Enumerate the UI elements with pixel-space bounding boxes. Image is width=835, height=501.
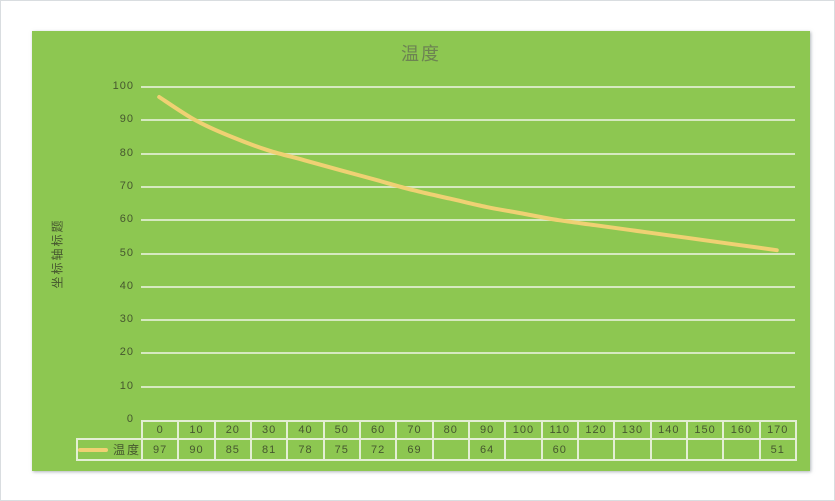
- table-value-cell-70: 69: [395, 438, 434, 461]
- table-header-cell-80: 80: [431, 420, 470, 440]
- y-axis-title-text: 坐标轴标题: [50, 218, 65, 289]
- table-header-cell-60: 60: [358, 420, 398, 440]
- gridline-20: [141, 352, 795, 355]
- table-corner-cell: [77, 421, 142, 439]
- table-header-cell-10: 10: [177, 420, 216, 440]
- table-header-cell-100: 100: [504, 420, 543, 440]
- table-header-cell-160: 160: [722, 420, 761, 440]
- gridline-40: [141, 285, 795, 288]
- gridline-60: [141, 219, 795, 222]
- y-tick-label-20: 20: [119, 346, 134, 359]
- legend-line-swatch-icon: [79, 447, 108, 452]
- y-tick-label-40: 40: [119, 279, 134, 292]
- table-header-cell-50: 50: [322, 420, 361, 440]
- table-value-cell-100: [504, 438, 543, 461]
- gridline-50: [141, 252, 795, 255]
- legend-cell: 温度: [76, 438, 143, 461]
- table-header-cell-0: 0: [140, 420, 180, 440]
- temperature-chart: 温度 坐标轴标题 0 10 20 30 40 50 60 70 80 90 100 0 10 20 30 4…: [32, 31, 810, 471]
- table-header-cell-40: 40: [286, 420, 325, 440]
- gridline-80: [141, 152, 795, 155]
- table-value-cell-60: 72: [358, 438, 398, 461]
- table-value-cell-160: [722, 438, 761, 461]
- table-header-cell-120: 120: [576, 420, 616, 440]
- y-tick-label-30: 30: [119, 313, 134, 326]
- table-header-row: 0 10 20 30 40 50 60 70 80 90 100 110 120 130 140 150 160…: [77, 420, 797, 440]
- table-value-cell-140: [649, 438, 688, 461]
- gridline-30: [141, 319, 795, 322]
- gridline-10: [141, 385, 795, 388]
- table-value-cell-30: 81: [249, 438, 289, 461]
- table-header-cell-110: 110: [540, 420, 579, 440]
- table-header-cell-90: 90: [467, 420, 507, 440]
- table-header-cell-70: 70: [395, 420, 434, 440]
- table-header-cell-170: 170: [758, 420, 797, 440]
- table-value-cell-0: 97: [140, 438, 180, 461]
- table-header-cell-140: 140: [649, 420, 688, 440]
- y-tick-label-100: 100: [112, 80, 134, 92]
- y-tick-label-0: 0: [126, 413, 134, 425]
- table-value-cell-130: [613, 438, 652, 461]
- table-header-cell-30: 30: [249, 420, 289, 440]
- temperature-line: [157, 95, 779, 253]
- table-value-cell-40: 78: [286, 438, 325, 461]
- table-value-cell-10: 90: [177, 438, 216, 461]
- y-tick-label-80: 80: [119, 146, 134, 159]
- gridline-100: [141, 86, 795, 88]
- table-value-row: 温度 97 90 85 81 78 75 72 69 64 60 51: [76, 438, 797, 461]
- table-value-cell-150: [685, 438, 725, 461]
- table-value-cell-50: 75: [322, 438, 361, 461]
- chart-title: 温度: [401, 44, 441, 64]
- y-axis-title: 坐标轴标题: [40, 87, 74, 420]
- data-table: 0 10 20 30 40 50 60 70 80 90 100 110 120 130 140 150 160…: [76, 420, 797, 461]
- y-tick-label-60: 60: [119, 213, 134, 226]
- table-value-cell-170: 51: [758, 438, 797, 461]
- y-tick-label-50: 50: [119, 246, 134, 259]
- y-tick-label-90: 90: [119, 113, 134, 126]
- table-value-cell-90: 64: [467, 438, 507, 461]
- table-header-cell-130: 130: [613, 420, 652, 440]
- gridline-90: [141, 119, 795, 122]
- table-value-cell-120: [576, 438, 616, 461]
- y-tick-label-10: 10: [119, 379, 134, 392]
- table-header-cell-20: 20: [213, 420, 252, 440]
- plot-area: [157, 95, 779, 253]
- table-header-cell-150: 150: [685, 420, 725, 440]
- y-tick-label-70: 70: [119, 179, 134, 192]
- table-value-cell-110: 60: [540, 438, 579, 461]
- gridline-70: [141, 185, 795, 188]
- legend-label: 温度: [112, 443, 141, 458]
- table-value-cell-80: [431, 438, 470, 461]
- table-value-cell-20: 85: [213, 438, 252, 461]
